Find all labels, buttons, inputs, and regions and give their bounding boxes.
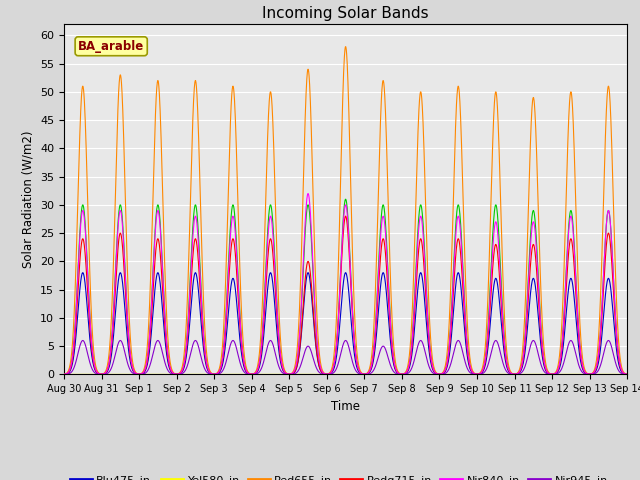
Y-axis label: Solar Radiation (W/m2): Solar Radiation (W/m2) bbox=[22, 131, 35, 268]
X-axis label: Time: Time bbox=[331, 400, 360, 413]
Title: Incoming Solar Bands: Incoming Solar Bands bbox=[262, 6, 429, 22]
Legend: Blu475_in, Grn535_in, Yel580_in, Red655_in, Redg715_in, Nir840_in, Nir945_in: Blu475_in, Grn535_in, Yel580_in, Red655_… bbox=[70, 475, 608, 480]
Text: BA_arable: BA_arable bbox=[78, 40, 145, 53]
